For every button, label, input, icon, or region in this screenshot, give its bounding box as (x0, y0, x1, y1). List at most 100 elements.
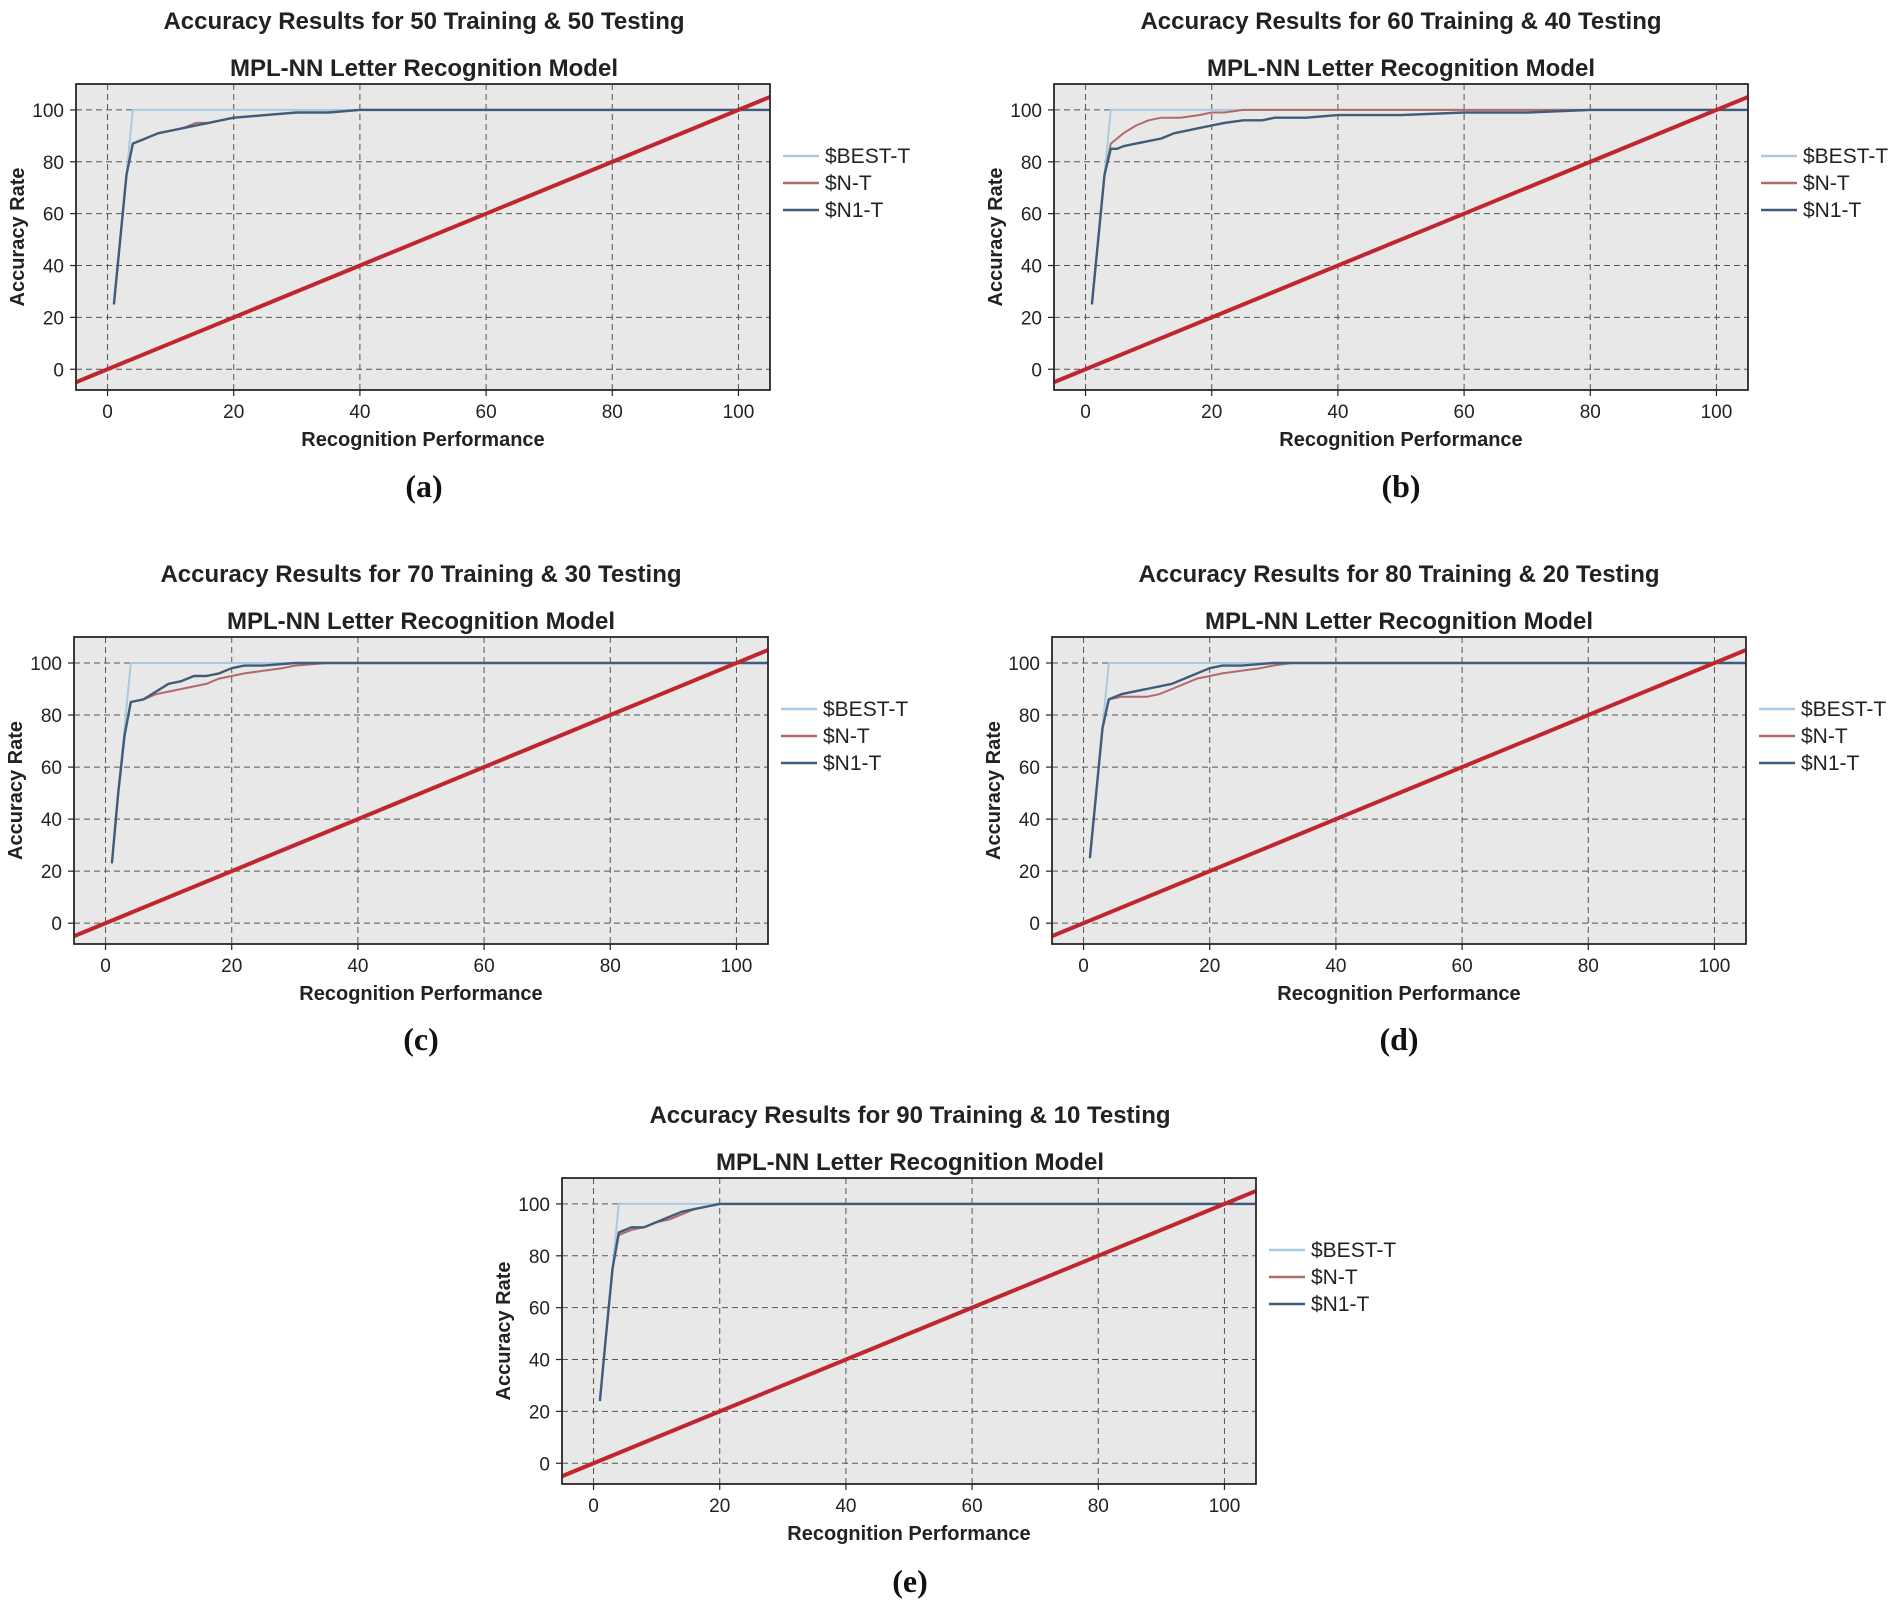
legend-label: $N-T (823, 725, 870, 748)
x-tick-label: 20 (1199, 956, 1220, 977)
series-line-n1t (598, 1202, 1256, 1402)
chart-title: Accuracy Results for 60 Training & 40 Te… (1140, 8, 1661, 35)
y-tick-label: 40 (1021, 257, 1042, 278)
y-tick-label: 60 (529, 1299, 550, 1320)
y-axis-label: Accuracy Rate (493, 1262, 515, 1401)
x-tick-label: 80 (602, 402, 623, 423)
x-tick-label: 20 (223, 402, 244, 423)
x-tick-label: 20 (709, 1496, 730, 1517)
chart-title: Accuracy Results for 50 Training & 50 Te… (163, 8, 684, 35)
panel-caption: (a) (405, 468, 442, 504)
plot-border (73, 636, 769, 945)
reference-line (74, 648, 768, 939)
y-tick-label: 80 (1019, 706, 1040, 727)
chart-title: Accuracy Results for 80 Training & 20 Te… (1138, 561, 1659, 588)
x-tick-label: 0 (100, 956, 111, 977)
x-tick-label: 100 (1209, 1496, 1241, 1517)
x-axis-label: Recognition Performance (301, 429, 544, 451)
x-tick-label: 100 (1699, 956, 1731, 977)
chart-subtitle: MPL-NN Letter Recognition Model (1207, 55, 1595, 82)
y-tick-label: 100 (1010, 101, 1042, 122)
y-tick-label: 100 (518, 1195, 550, 1216)
y-tick-label: 40 (41, 810, 62, 831)
x-tick-label: 100 (723, 402, 755, 423)
y-tick-label: 40 (1019, 810, 1040, 831)
reference-line (562, 1189, 1256, 1479)
chart-subtitle: MPL-NN Letter Recognition Model (1205, 608, 1593, 635)
y-tick-label: 100 (32, 101, 64, 122)
legend-label: $BEST-T (1311, 1239, 1396, 1262)
legend-label: $N1-T (825, 199, 884, 222)
y-tick-label: 20 (1021, 308, 1042, 329)
y-tick-label: 80 (1021, 153, 1042, 174)
series-group (1054, 95, 1748, 385)
x-axis-label: Recognition Performance (1277, 983, 1520, 1005)
series-group (74, 648, 768, 939)
y-tick-label: 60 (43, 205, 64, 226)
x-tick-label: 20 (1201, 402, 1222, 423)
x-tick-label: 0 (1080, 402, 1091, 423)
chart-title: Accuracy Results for 70 Training & 30 Te… (160, 561, 681, 588)
x-tick-label: 100 (1701, 402, 1733, 423)
y-tick-label: 0 (539, 1454, 550, 1475)
panel-caption: (e) (892, 1563, 928, 1599)
x-tick-label: 100 (721, 956, 753, 977)
legend-label: $N1-T (1311, 1293, 1370, 1316)
chart-panel-b: Accuracy Results for 60 Training & 40 Te… (985, 8, 1888, 504)
y-tick-label: 0 (53, 360, 64, 381)
y-tick-label: 100 (30, 654, 62, 675)
y-tick-label: 80 (529, 1247, 550, 1268)
chart-panel-e: Accuracy Results for 90 Training & 10 Te… (493, 1102, 1396, 1599)
reference-line (76, 95, 770, 385)
x-tick-label: 0 (102, 402, 113, 423)
x-tick-label: 20 (221, 956, 242, 977)
chart-subtitle: MPL-NN Letter Recognition Model (227, 608, 615, 635)
y-tick-label: 80 (41, 706, 62, 727)
legend-label: $N1-T (1801, 752, 1860, 775)
x-axis-label: Recognition Performance (299, 983, 542, 1005)
y-tick-label: 60 (1019, 758, 1040, 779)
legend-label: $N1-T (1803, 199, 1862, 222)
legend-label: $BEST-T (1801, 698, 1886, 721)
x-tick-label: 0 (1078, 956, 1089, 977)
x-tick-label: 0 (588, 1496, 599, 1517)
chart-panel-a: Accuracy Results for 50 Training & 50 Te… (7, 8, 910, 504)
y-tick-label: 60 (1021, 205, 1042, 226)
plot-border (75, 83, 771, 391)
x-tick-label: 80 (600, 956, 621, 977)
legend-label: $BEST-T (823, 698, 908, 721)
x-tick-label: 80 (1578, 956, 1599, 977)
y-tick-label: 20 (529, 1402, 550, 1423)
x-tick-label: 40 (1327, 402, 1348, 423)
y-tick-label: 20 (43, 308, 64, 329)
panel-caption: (c) (403, 1021, 439, 1057)
y-tick-label: 60 (41, 758, 62, 779)
legend-label: $N-T (825, 172, 872, 195)
reference-line (1054, 95, 1748, 385)
legend-label: $N-T (1311, 1266, 1358, 1289)
series-group (562, 1189, 1256, 1479)
y-axis-label: Accuracy Rate (7, 168, 29, 307)
chart-subtitle: MPL-NN Letter Recognition Model (230, 55, 618, 82)
y-tick-label: 20 (41, 862, 62, 883)
legend-label: $N-T (1801, 725, 1848, 748)
panel-caption: (d) (1379, 1021, 1418, 1057)
chart-subtitle: MPL-NN Letter Recognition Model (716, 1149, 1104, 1176)
x-axis-label: Recognition Performance (1279, 429, 1522, 451)
series-line-n1t (1090, 108, 1748, 305)
x-tick-label: 40 (349, 402, 370, 423)
y-tick-label: 40 (529, 1351, 550, 1372)
reference-line (1052, 648, 1746, 939)
y-tick-label: 40 (43, 257, 64, 278)
chart-panel-c: Accuracy Results for 70 Training & 30 Te… (5, 561, 908, 1057)
chart-title: Accuracy Results for 90 Training & 10 Te… (649, 1102, 1170, 1129)
panel-caption: (b) (1381, 468, 1420, 504)
x-tick-label: 40 (347, 956, 368, 977)
y-tick-label: 20 (1019, 862, 1040, 883)
y-axis-label: Accuracy Rate (983, 721, 1005, 860)
x-tick-label: 60 (476, 402, 497, 423)
plot-area (561, 1177, 1257, 1485)
legend-label: $N1-T (823, 752, 882, 775)
y-tick-label: 0 (51, 914, 62, 935)
y-axis-label: Accuracy Rate (985, 168, 1007, 307)
